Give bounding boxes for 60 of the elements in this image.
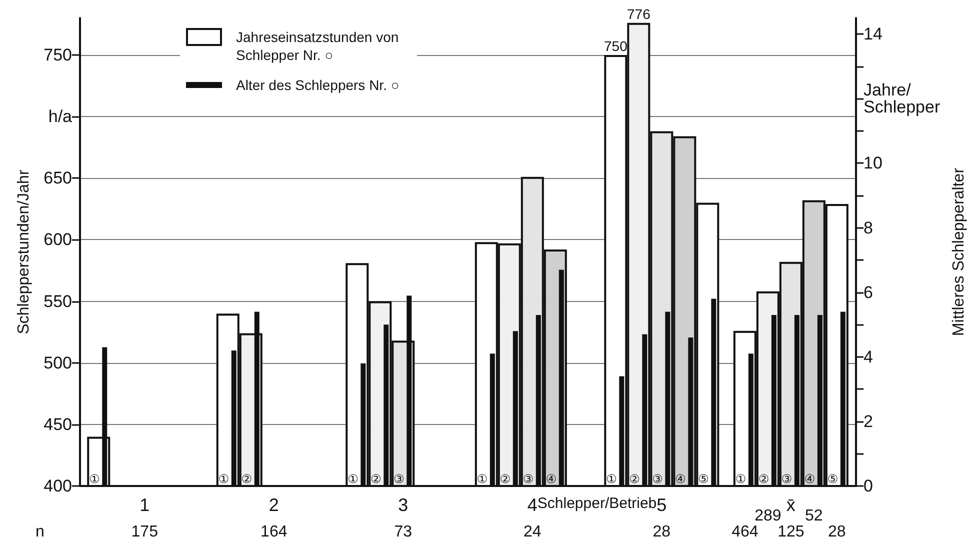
series-label: ④ <box>546 472 557 486</box>
series-label: ③ <box>394 472 404 486</box>
text: ① <box>218 472 230 486</box>
y2-tick-label: Jahre/ Schlepper <box>864 80 940 117</box>
text: ② <box>500 472 511 486</box>
x-tick-label: 5 <box>656 495 667 515</box>
text: ② <box>758 472 770 486</box>
y-tick-label: 600 <box>44 230 72 250</box>
text: 464 <box>732 524 758 540</box>
text: ④ <box>804 472 816 486</box>
text: ④ <box>675 472 686 486</box>
text: ⑤ <box>827 472 838 486</box>
text: 73 <box>394 524 412 540</box>
text: ① <box>348 472 358 486</box>
text: 175 <box>131 524 158 540</box>
y-axis-title: Schlepperstunden/Jahr <box>16 169 32 334</box>
y-tick-label: 450 <box>44 414 72 434</box>
y2-tick-label: 10 <box>864 154 882 173</box>
text: ② <box>629 472 640 486</box>
text: n <box>36 524 44 540</box>
text: ① <box>606 472 617 486</box>
text: ② <box>370 472 382 486</box>
text: ① <box>476 472 488 486</box>
y-tick-label: 500 <box>44 353 72 372</box>
y2-tick-label: 14 <box>864 24 882 44</box>
data-label: 750 <box>604 38 628 54</box>
y2-tick-label: 6 <box>864 282 874 302</box>
x-tick-label: 3 <box>398 495 408 515</box>
series-label: ① <box>89 472 100 486</box>
text: 28 <box>652 524 671 540</box>
y2-tick-label: 0 <box>864 476 874 496</box>
x-tick-label: x̄ <box>786 495 796 515</box>
y2-tick-label: 8 <box>864 218 874 238</box>
text: ③ <box>652 472 663 486</box>
y-tick-label: 400 <box>44 476 72 496</box>
y-tick-label: 750 <box>44 45 72 64</box>
x-tick-label: 2 <box>268 495 279 515</box>
series-label: ⑤ <box>698 472 709 486</box>
y2-tick-label: 4 <box>864 347 874 366</box>
y-tick-label: h/a <box>48 107 73 126</box>
text: 24 <box>524 524 542 540</box>
text: 52 <box>805 508 823 524</box>
text: 164 <box>260 524 288 540</box>
y2-axis-title: Mittleres Schlepperalter <box>950 167 968 336</box>
text: ③ <box>781 472 792 486</box>
series-label: ② <box>241 472 252 486</box>
text: ③ <box>522 472 534 486</box>
text: ① <box>735 472 746 486</box>
text: 289 <box>754 508 782 524</box>
annotation: Alter des Schleppers Nr. ○ <box>236 76 400 94</box>
annotation: Jahreseinsatzstunden von Schlepper Nr. ○ <box>236 28 400 64</box>
x-tick-label: 4 <box>527 495 538 515</box>
y-tick-label: 650 <box>44 168 72 188</box>
x-tick-label: 1 <box>140 495 150 515</box>
text: 125 <box>778 524 804 540</box>
data-label: 776 <box>626 6 651 22</box>
y2-tick-label: 2 <box>864 412 874 431</box>
x-axis-title: Schlepper/Betrieb <box>537 495 657 512</box>
text: 28 <box>828 524 846 540</box>
y-tick-label: 550 <box>44 292 72 311</box>
